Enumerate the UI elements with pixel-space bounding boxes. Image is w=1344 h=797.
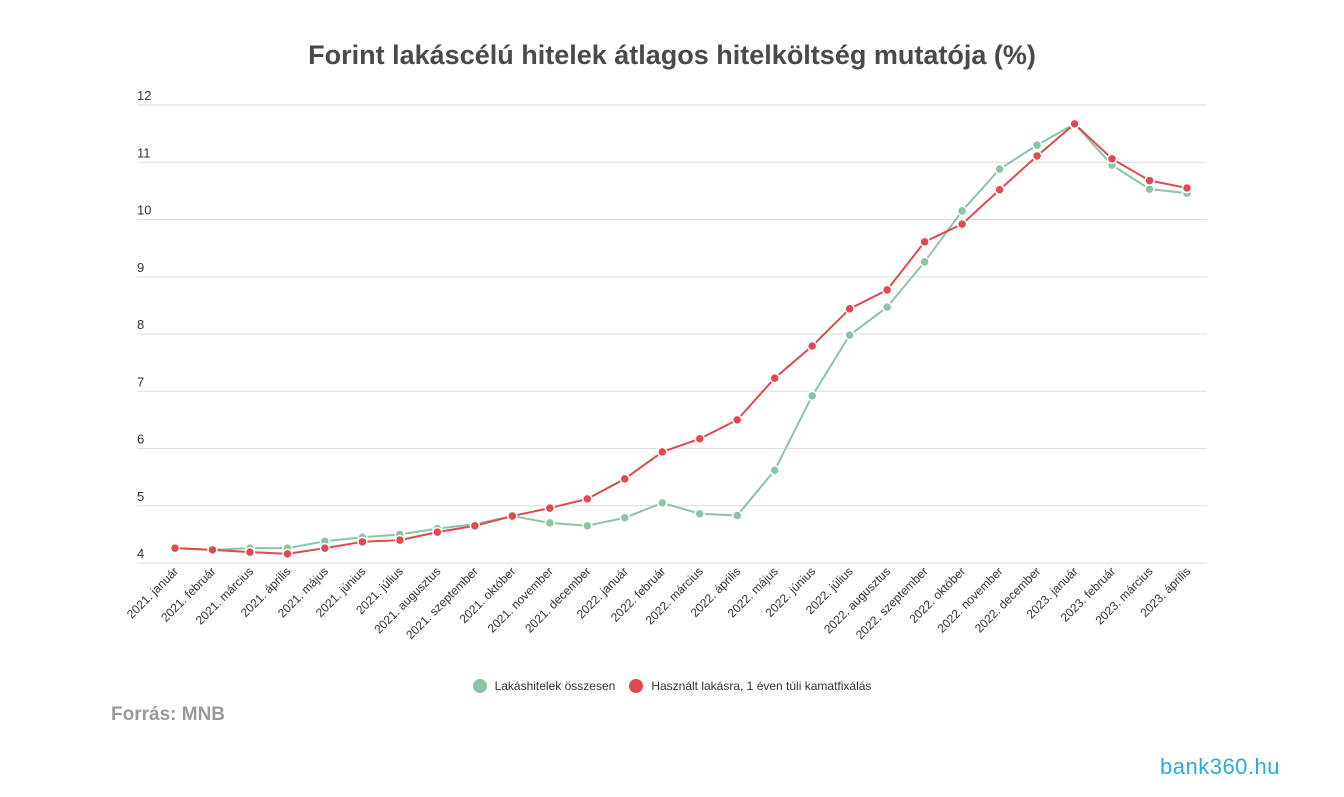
data-point-1 — [432, 526, 443, 538]
data-point-0 — [844, 329, 855, 341]
data-point-1 — [1181, 182, 1193, 194]
legend-item-used-home[interactable]: Használt lakásra, 1 éven túli kamatfixál… — [629, 679, 871, 693]
data-point-0 — [731, 510, 743, 521]
y-tick-label: 12 — [137, 88, 151, 103]
x-tick-label: 2022. december — [972, 564, 1043, 635]
legend-label: Lakáshitelek összesen — [494, 679, 616, 693]
legend: Lakáshitelek összesen Használt lakásra, … — [0, 679, 1344, 693]
data-point-1 — [994, 184, 1005, 195]
data-point-0 — [994, 163, 1005, 175]
data-point-0 — [1144, 183, 1155, 195]
data-point-1 — [507, 510, 518, 522]
data-point-1 — [357, 536, 368, 548]
x-tick-label: 2021. december — [522, 564, 593, 635]
data-point-0 — [881, 301, 893, 313]
data-point-1 — [806, 340, 818, 352]
data-point-0 — [694, 508, 705, 520]
data-point-0 — [919, 256, 930, 268]
legend-item-total[interactable]: Lakáshitelek összesen — [472, 679, 616, 693]
data-point-1 — [394, 534, 406, 546]
y-tick-label: 8 — [137, 317, 144, 332]
y-tick-label: 5 — [137, 489, 144, 504]
data-point-1 — [694, 433, 705, 445]
data-point-1 — [769, 372, 780, 384]
data-point-0 — [956, 205, 968, 217]
data-point-0 — [769, 465, 780, 476]
source-note: Forrás: MNB — [111, 704, 226, 725]
data-point-0 — [544, 517, 556, 529]
data-point-1 — [319, 542, 331, 554]
data-point-0 — [619, 512, 631, 524]
data-point-0 — [1031, 139, 1043, 151]
data-point-1 — [919, 236, 930, 248]
y-tick-label: 6 — [137, 432, 144, 447]
data-point-0 — [582, 520, 593, 532]
bank360-logo: bank360.hu — [1160, 754, 1280, 779]
y-tick-label: 11 — [137, 145, 151, 160]
y-tick-label: 9 — [137, 260, 144, 275]
data-point-1 — [544, 502, 556, 514]
data-point-1 — [1144, 175, 1155, 186]
data-point-1 — [244, 546, 256, 558]
data-point-1 — [731, 414, 743, 426]
data-point-1 — [169, 542, 181, 554]
data-point-1 — [282, 548, 293, 560]
data-point-1 — [1069, 118, 1080, 130]
x-tick-label: 2021. augusztus — [371, 564, 443, 636]
x-tick-label: 2021. november — [485, 564, 556, 635]
x-tick-label: 2022. november — [934, 564, 1005, 635]
data-point-1 — [619, 473, 631, 485]
data-point-1 — [956, 218, 968, 230]
data-point-1 — [1031, 150, 1043, 162]
data-point-1 — [582, 493, 593, 505]
legend-marker-icon — [629, 679, 644, 693]
data-point-1 — [657, 446, 668, 458]
y-tick-label: 7 — [137, 374, 144, 389]
series-line-0 — [174, 122, 1188, 551]
data-point-1 — [1106, 153, 1118, 165]
data-point-0 — [657, 497, 668, 509]
data-point-1 — [881, 284, 893, 296]
legend-label: Használt lakásra, 1 éven túli kamatfixál… — [651, 679, 872, 693]
data-point-1 — [207, 544, 218, 556]
y-tick-label: 10 — [137, 203, 151, 218]
data-point-0 — [806, 390, 818, 402]
chart-title: Forint lakáscélú hitelek átlagos hitelkö… — [308, 40, 1036, 70]
x-tick-label: 2022. augusztus — [821, 564, 893, 636]
series-line-1 — [174, 122, 1188, 555]
data-point-1 — [469, 520, 481, 532]
data-point-1 — [844, 303, 855, 315]
legend-marker-icon — [472, 679, 487, 693]
y-tick-label: 4 — [137, 546, 144, 561]
